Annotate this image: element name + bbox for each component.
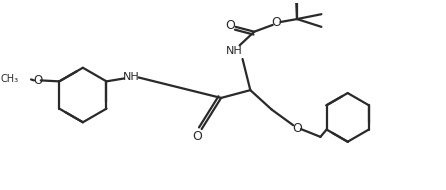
Text: O: O	[192, 130, 202, 143]
Text: CH₃: CH₃	[0, 74, 18, 84]
Text: O: O	[272, 17, 281, 29]
Text: O: O	[33, 74, 42, 87]
Text: O: O	[292, 122, 302, 135]
Text: NH: NH	[227, 46, 243, 56]
Text: O: O	[225, 19, 235, 32]
Text: NH: NH	[123, 72, 139, 82]
